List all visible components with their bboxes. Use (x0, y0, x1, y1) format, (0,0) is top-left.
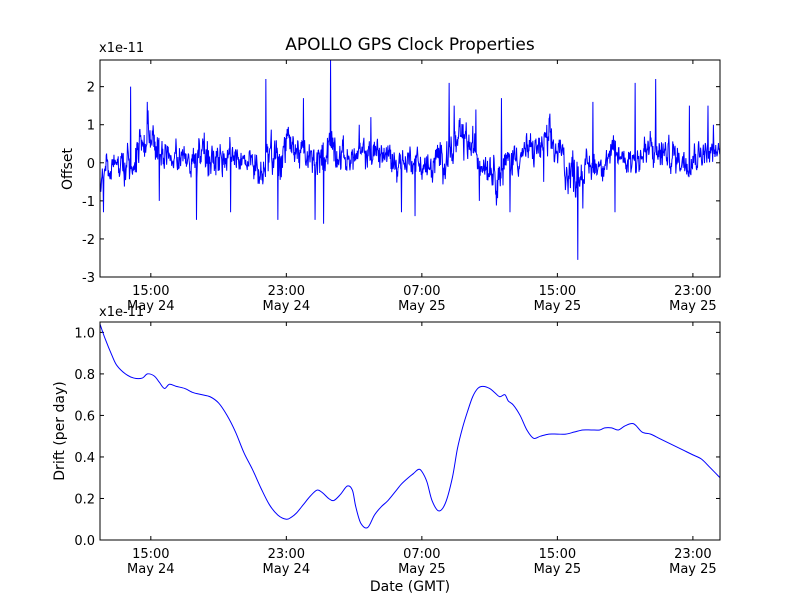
offset-y-tick-label: 1 (87, 119, 95, 134)
offset-x-tick-time: 23:00 (674, 284, 711, 299)
drift-x-tick-time: 07:00 (403, 547, 440, 562)
offset-y-tick-label: -1 (82, 195, 95, 210)
drift-multiplier-label: x1e-11 (99, 305, 144, 320)
drift-x-tick-date: May 24 (263, 562, 311, 577)
drift-y-tick-label: 0.4 (74, 451, 95, 466)
offset-y-tick-label: -3 (82, 271, 95, 286)
offset-x-tick-date: May 24 (127, 299, 175, 314)
offset-series-line (99, 59, 721, 260)
drift-y-tick-label: 0.6 (74, 409, 95, 424)
drift-y-tick-label: 0.2 (74, 492, 95, 507)
drift-axes-frame (99, 321, 721, 541)
chart-title: APOLLO GPS Clock Properties (285, 35, 535, 55)
drift-x-tick-date: May 25 (398, 562, 446, 577)
offset-axes-frame (99, 59, 721, 278)
drift-x-tick-date: May 25 (534, 562, 582, 577)
offset-y-tick-label: 2 (87, 81, 95, 96)
drift-y-tick-label: 0.0 (74, 534, 95, 549)
drift-x-tick-time: 23:00 (268, 547, 305, 562)
drift-x-tick-time: 23:00 (674, 547, 711, 562)
offset-x-tick-date: May 25 (398, 299, 446, 314)
drift-x-tick-date: May 24 (127, 562, 175, 577)
offset-x-tick-date: May 25 (669, 299, 717, 314)
drift-x-tick-date: May 25 (669, 562, 717, 577)
drift-panel: x1e-11 Drift (per day) Date (GMT) 0.0 0.2… (52, 305, 721, 595)
drift-x-axis-label: Date (GMT) (370, 579, 450, 595)
offset-y-axis-label: Offset (60, 147, 76, 190)
offset-y-tick-label: -2 (82, 233, 95, 248)
offset-panel: APOLLO GPS Clock Properties x1e-11 Offse… (60, 35, 721, 314)
offset-x-tick-time: 15:00 (132, 284, 169, 299)
offset-x-tick-date: May 25 (534, 299, 582, 314)
offset-y-tick-label: 0 (87, 157, 95, 172)
drift-x-tick-time: 15:00 (539, 547, 576, 562)
offset-x-tick-time: 07:00 (403, 284, 440, 299)
drift-x-tick-time: 15:00 (132, 547, 169, 562)
offset-x-tick-time: 15:00 (539, 284, 576, 299)
offset-x-tick-time: 23:00 (268, 284, 305, 299)
drift-y-tick-label: 1.0 (74, 326, 95, 341)
offset-x-tick-date: May 24 (263, 299, 311, 314)
drift-y-axis-label: Drift (per day) (52, 381, 68, 480)
drift-series-line (99, 323, 721, 529)
offset-multiplier-label: x1e-11 (99, 41, 144, 56)
drift-y-tick-label: 0.8 (74, 368, 95, 383)
